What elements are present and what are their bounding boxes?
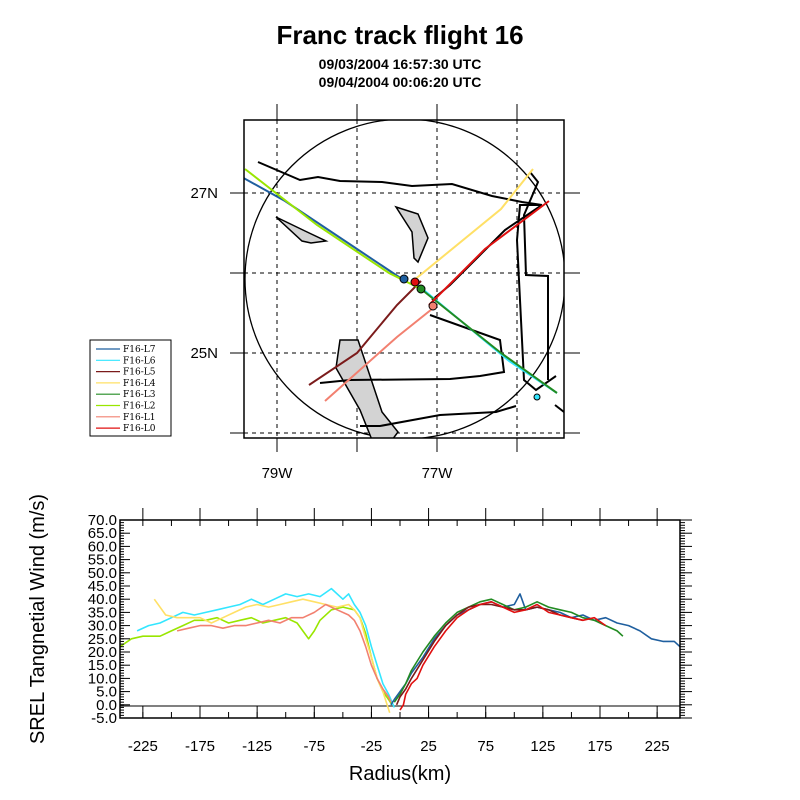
wind-series-line [393,598,624,703]
chart-title: Franc track flight 16 [276,20,524,50]
y-axis-label: SREL Tangnetial Wind (m/s) [27,494,49,744]
map-lat-tick-label: 25N [190,345,218,362]
flight-leg-f16-l5 [308,280,422,386]
y-tick-label: 0.0 [96,697,117,714]
leg-start-markers [399,274,541,401]
y-tick-label: 55.0 [88,552,117,569]
legend-label: F16-L4 [123,379,156,389]
wind-series-line [153,598,391,713]
legend-label: F16-L3 [123,390,156,400]
flight-leg-f16-l0 [428,200,550,306]
land-masses [275,205,429,438]
x-tick-label: -225 [128,738,158,755]
legend-label: F16-L1 [123,413,155,423]
x-tick-label: 125 [530,738,555,755]
x-tick-label: -75 [303,738,325,755]
island-eleuthera [394,205,429,264]
wind-x-tick-labels: -225 -175 -125 -75 -25 25 75 125 175 225 [128,738,670,755]
wind-profile-panel: -225 -175 -125 -75 -25 25 75 125 175 225 70.065.0… [27,494,692,785]
map-lon-tick-label: 79W [262,465,294,482]
subtitle-end-time: 09/04/2004 00:06:20 UTC [318,74,482,90]
marker-l6 [533,393,541,401]
y-tick-label: 50.0 [88,565,117,582]
x-tick-label: -25 [361,738,383,755]
map-lat-tick-label: 27N [190,185,218,202]
wind-series [120,587,680,713]
legend-label: F16-L2 [123,402,155,412]
y-tick-label: 25.0 [88,631,117,648]
x-axis-label: Radius(km) [349,763,451,785]
flight-leg-f16-l4 [412,168,534,282]
legend-label: F16-L5 [123,368,156,378]
y-tick-label: 20.0 [88,644,117,661]
y-tick-label: 40.0 [88,591,117,608]
radius-range-circle [244,120,564,438]
wind-y-tick-labels: 70.065.060.055.050.045.040.035.030.025.0… [88,512,117,727]
x-tick-label: -175 [185,738,215,755]
flight-leg-f16-l7 [244,177,406,282]
y-tick-label: -5.0 [91,710,117,727]
flight-leg-f16-l3 [420,288,558,394]
x-tick-label: 75 [477,738,494,755]
y-tick-label: 15.0 [88,657,117,674]
y-tick-label: 60.0 [88,538,117,555]
legend: F16-L7F16-L6F16-L5F16-L4F16-L3F16-L2F16-… [89,339,172,437]
wind-series-line [120,606,393,706]
y-tick-label: 70.0 [88,512,117,529]
map-ticks [230,104,580,452]
flight-leg-f16-l1 [324,304,438,402]
marker-l7 [399,274,409,284]
wind-series-line [390,593,680,706]
marker-l3 [416,284,426,294]
marker-l1 [428,301,438,311]
island-abaco-west [275,216,329,244]
wind-axis-ticks [120,508,692,719]
x-tick-label: 175 [587,738,612,755]
y-tick-label: 35.0 [88,604,117,621]
map-lon-tick-label: 77W [422,465,454,482]
legend-label: F16-L7 [123,345,156,355]
wind-series-line [176,603,392,703]
y-tick-label: 10.0 [88,670,117,687]
x-tick-label: 25 [420,738,437,755]
flight-legs [244,168,558,402]
wind-series-line [136,587,396,708]
legend-label: F16-L6 [123,356,156,366]
wind-series-line [399,600,607,711]
y-tick-label: 65.0 [88,525,117,542]
x-tick-label: -125 [242,738,272,755]
map-panel: 79W 77W 27N 25N [190,104,580,482]
x-tick-label: 225 [645,738,670,755]
subtitle-start-time: 09/03/2004 16:57:30 UTC [318,56,482,72]
map-frame [243,119,565,439]
legend-box [89,339,172,437]
legend-label: F16-L0 [123,424,156,434]
marker-l0 [410,277,420,287]
y-tick-label: 45.0 [88,578,117,595]
y-tick-label: 30.0 [88,618,117,635]
y-tick-label: 5.0 [96,684,117,701]
